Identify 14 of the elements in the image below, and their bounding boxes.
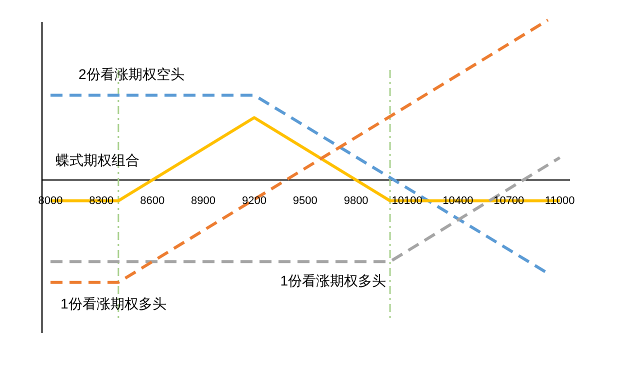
x-tick-label: 9500 [292,195,318,207]
x-tick-label: 10100 [392,195,422,207]
series-label: 2份看涨期权空头 [78,66,184,82]
x-tick-label: 10700 [494,195,524,207]
x-tick-label: 9800 [344,195,368,207]
series-label: 蝶式期权组合 [55,152,140,168]
x-tick-label: 8300 [89,195,114,207]
x-tick-label: 11000 [544,195,575,207]
series-label: 1份看涨期权多头 [280,272,386,289]
x-tick-label: 8600 [140,195,165,207]
x-tick-label: 9200 [242,195,266,207]
x-tick-label: 10400 [442,195,474,207]
x-tick-label: 8900 [191,195,216,207]
series-label: 1份看涨期权多头 [60,295,166,312]
